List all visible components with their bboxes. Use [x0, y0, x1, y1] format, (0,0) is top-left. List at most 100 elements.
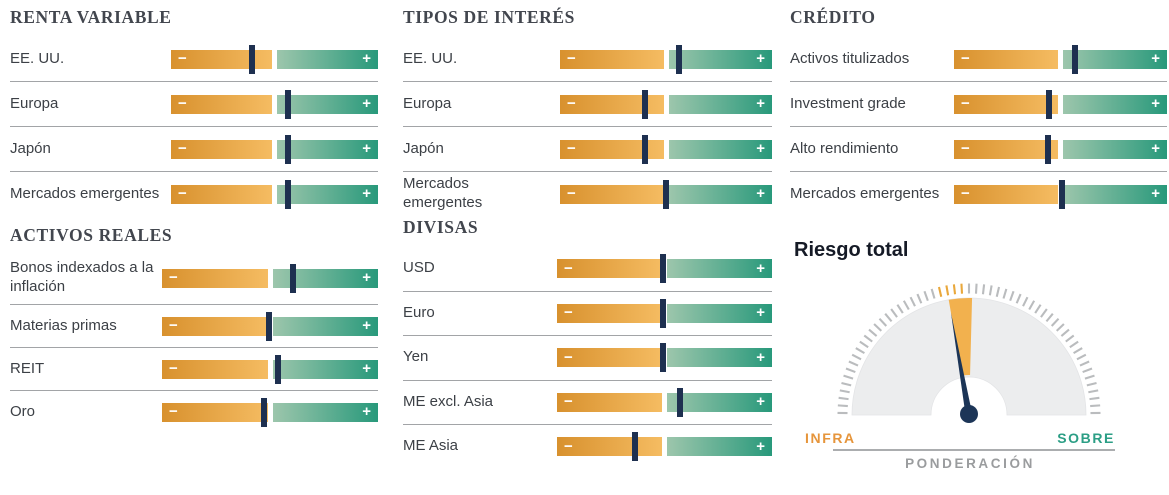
slider-negative-half: − [162, 359, 268, 379]
slider-bar: − + [954, 134, 1167, 164]
gauge-needle-hub [960, 405, 978, 423]
slider-negative-half: − [162, 316, 268, 336]
row-label: Europa [403, 94, 452, 112]
row-label: Europa [10, 94, 59, 112]
slider-positive-half: + [277, 49, 378, 69]
section-riesgo-total: Riesgo total INFRA SOBRE PONDERACIÓN [790, 238, 1130, 471]
slider-bar: − + [560, 134, 772, 164]
slider-marker [1072, 44, 1079, 74]
slider-positive-half: + [277, 139, 378, 159]
slider-row: Euro − + [403, 290, 772, 336]
row-label: Japón [403, 139, 444, 157]
minus-icon: − [564, 348, 573, 366]
plus-icon: + [756, 393, 765, 411]
slider-row: Mercados emergentes − + [10, 171, 378, 216]
minus-icon: − [178, 95, 187, 113]
gauge-tick [1076, 353, 1087, 361]
gauge-tick [1060, 328, 1070, 337]
slider-row: Yen − + [403, 335, 772, 380]
slider-bar: − + [557, 254, 772, 284]
gauge-tick [855, 347, 865, 355]
minus-icon: − [961, 140, 970, 158]
slider-marker [641, 89, 648, 119]
slider-negative-half: − [162, 402, 268, 422]
gauge-tick [1009, 290, 1015, 302]
slider-negative-half: − [954, 94, 1058, 114]
gauge-tick [851, 353, 862, 361]
slider-row: Mercados emergentes − + [403, 171, 772, 216]
row-label: USD [403, 259, 435, 277]
gauge-tick [1045, 313, 1054, 323]
slider-marker [660, 343, 667, 373]
minus-icon: − [178, 185, 187, 203]
plus-icon: + [362, 185, 371, 203]
gauge-tick-orange [960, 283, 964, 294]
slider-bar: − + [557, 387, 772, 417]
slider-positive-half: + [1063, 49, 1167, 69]
gauge-tick [863, 334, 873, 343]
slider-positive-half: + [667, 348, 772, 368]
row-label: Materias primas [10, 316, 117, 334]
slider-row: Activos titulizados − + [790, 37, 1167, 81]
slider-negative-half: − [162, 268, 268, 288]
slider-positive-half: + [667, 259, 772, 279]
gauge-tick [974, 283, 978, 294]
gauge-tick [1040, 308, 1048, 318]
plus-icon: + [362, 50, 371, 68]
section-divisas: DIVISAS USD − + Euro − + Yen − + ME excl. Asia − + ME… [403, 216, 772, 469]
slider-bar: − + [162, 397, 378, 427]
slider-negative-half: − [171, 139, 272, 159]
slider-bar: − + [162, 311, 378, 341]
row-label: Mercados emergentes [403, 175, 483, 211]
slider-negative-half: − [171, 94, 272, 114]
row-label: Bonos indexados a la inflación [10, 259, 154, 295]
gauge-tick [1079, 360, 1090, 367]
row-label: Mercados emergentes [790, 184, 940, 202]
slider-positive-half: + [277, 94, 378, 114]
plus-icon: + [756, 140, 765, 158]
slider-marker [660, 254, 667, 284]
gauge-tick [884, 313, 893, 323]
gauge-min-label: INFRA [805, 430, 856, 446]
gauge-max-label: SOBRE [1057, 430, 1115, 446]
slider-row: ME excl. Asia − + [403, 379, 772, 425]
gauge-title: Riesgo total [794, 239, 909, 261]
gauge-tick [838, 396, 849, 401]
gauge-tick [1088, 389, 1099, 394]
slider-marker [641, 134, 648, 164]
gauge-needle [950, 312, 973, 416]
minus-icon: − [178, 50, 187, 68]
slider-negative-half: − [954, 49, 1058, 69]
gauge-tick [1084, 374, 1095, 380]
minus-icon: − [564, 259, 573, 277]
row-label: Alto rendimiento [790, 139, 899, 157]
row-label: Yen [403, 348, 429, 366]
gauge-tick [995, 286, 1001, 297]
row-label: Mercados emergentes [10, 184, 160, 202]
slider-negative-half: − [557, 437, 662, 457]
gauge-tick [845, 367, 856, 374]
gauge-tick [1086, 381, 1097, 387]
slider-positive-half: + [1063, 184, 1167, 204]
slider-positive-half: + [1063, 139, 1167, 159]
plus-icon: + [756, 259, 765, 277]
gauge-tick [843, 374, 854, 380]
gauge-tick [923, 290, 929, 302]
section-tipos-de-interes: TIPOS DE INTERÉS EE. UU. − + Europa − + Japón − +… [403, 6, 772, 216]
minus-icon: − [169, 403, 178, 421]
slider-positive-half: + [667, 437, 772, 457]
slider-negative-half: − [560, 49, 664, 69]
gauge-tick [981, 284, 986, 295]
gauge-axis-label: PONDERACIÓN [905, 455, 1035, 471]
slider-bar: − + [557, 432, 772, 462]
gauge-tick [890, 308, 898, 318]
gauge-tick [1028, 300, 1036, 310]
minus-icon: − [567, 95, 576, 113]
row-label: Activos titulizados [790, 49, 910, 67]
risk-gauge: INFRA SOBRE PONDERACIÓN [805, 270, 1115, 471]
gauge-tick [1002, 288, 1008, 299]
slider-marker [289, 263, 296, 293]
slider-negative-half: − [557, 259, 662, 279]
gauge-scale: INFRA SOBRE [805, 430, 1115, 446]
minus-icon: − [564, 393, 573, 411]
